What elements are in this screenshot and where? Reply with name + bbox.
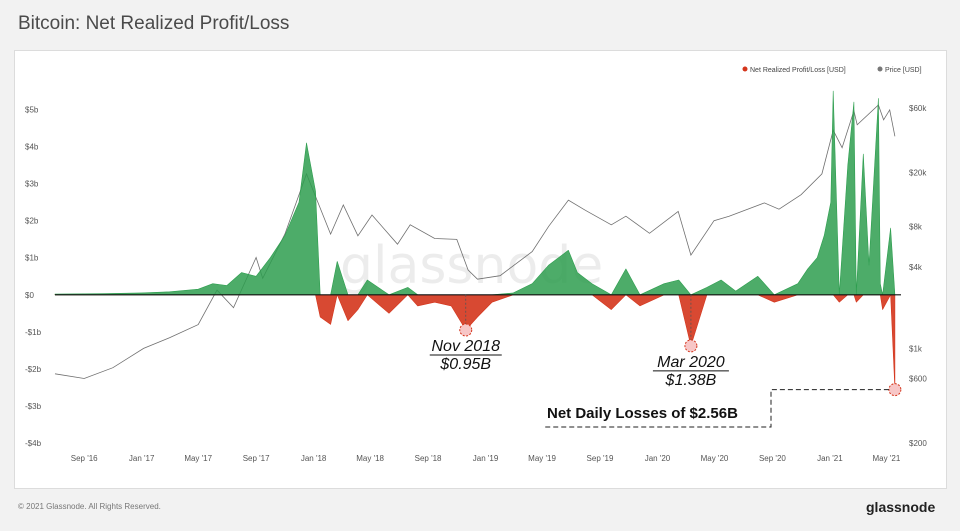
x-tick-label: Jan '18 [301, 454, 327, 463]
annotation-may-2021-box [545, 389, 889, 428]
annotation-mar-2020-value: $1.38B [665, 372, 717, 389]
y-left-tick-label: $0 [25, 291, 34, 300]
y-right-tick-label: $1k [909, 344, 923, 353]
chart-card: glassnode Net Realized Profit/Loss [USD]… [14, 50, 947, 489]
annotations: Nov 2018 $0.95B Mar 2020 $1.38B Net Dail… [429, 294, 902, 428]
annotation-may-2021-marker [888, 383, 902, 397]
y-right-tick-label: $200 [909, 439, 927, 448]
legend-label-price: Price [USD] [885, 67, 922, 74]
brand-logo: glassnode [866, 499, 936, 515]
page-title: Bitcoin: Net Realized Profit/Loss [18, 13, 290, 34]
legend-swatch-price [877, 66, 883, 72]
chart-svg: glassnode Net Realized Profit/Loss [USD]… [25, 66, 927, 463]
annotation-may-2021-label: Net Daily Losses of $2.56B [547, 405, 738, 422]
y-right-axis: $60k $20k $8k $4k $1k $600 $200 [909, 104, 927, 448]
annotation-nov-2018-date: Nov 2018 [432, 338, 501, 355]
legend: Net Realized Profit/Loss [USD] Price [US… [742, 66, 922, 74]
y-right-tick-label: $60k [909, 104, 927, 113]
x-tick-label: May '17 [184, 454, 212, 463]
y-right-tick-label: $600 [909, 374, 927, 383]
y-left-tick-label: $5b [25, 106, 39, 115]
copyright: © 2021 Glassnode. All Rights Reserved. [18, 502, 161, 511]
y-right-tick-label: $8k [909, 222, 923, 231]
x-tick-label: May '20 [701, 454, 729, 463]
legend-swatch-profit-loss [742, 66, 748, 72]
x-tick-label: May '18 [356, 454, 384, 463]
y-left-tick-label: $4b [25, 143, 39, 152]
x-tick-label: Sep '17 [243, 454, 270, 463]
y-right-tick-label: $4k [909, 263, 923, 272]
annotation-mar-2020-date: Mar 2020 [657, 354, 725, 371]
y-left-tick-label: -$2b [25, 365, 42, 374]
profit-area [54, 90, 896, 296]
y-left-tick-label: $3b [25, 180, 39, 189]
x-tick-label: Sep '20 [759, 454, 786, 463]
x-tick-label: Jan '20 [645, 454, 671, 463]
annotation-mar-2020-marker [684, 339, 698, 353]
annotation-nov-2018-marker [459, 323, 473, 337]
legend-label-profit-loss: Net Realized Profit/Loss [USD] [750, 67, 846, 74]
x-tick-label: Sep '18 [415, 454, 442, 463]
y-left-tick-label: $2b [25, 217, 39, 226]
x-tick-label: Jan '19 [473, 454, 499, 463]
y-left-tick-label: -$3b [25, 402, 42, 411]
x-tick-label: Sep '19 [587, 454, 614, 463]
y-left-tick-label: -$4b [25, 439, 42, 448]
y-left-tick-label: $1b [25, 254, 39, 263]
x-tick-label: May '21 [873, 454, 901, 463]
y-left-axis: $5b $4b $3b $2b $1b $0 -$1b -$2b -$3b -$4b [25, 106, 42, 448]
x-axis: Sep '16 Jan '17 May '17 Sep '17 Jan '18 May '… [71, 454, 901, 463]
x-tick-label: Jan '21 [817, 454, 843, 463]
x-tick-label: May '19 [528, 454, 556, 463]
y-left-tick-label: -$1b [25, 328, 42, 337]
y-right-tick-label: $20k [909, 168, 927, 177]
x-tick-label: Sep '16 [71, 454, 98, 463]
x-tick-label: Jan '17 [129, 454, 155, 463]
annotation-nov-2018-value: $0.95B [439, 356, 491, 373]
